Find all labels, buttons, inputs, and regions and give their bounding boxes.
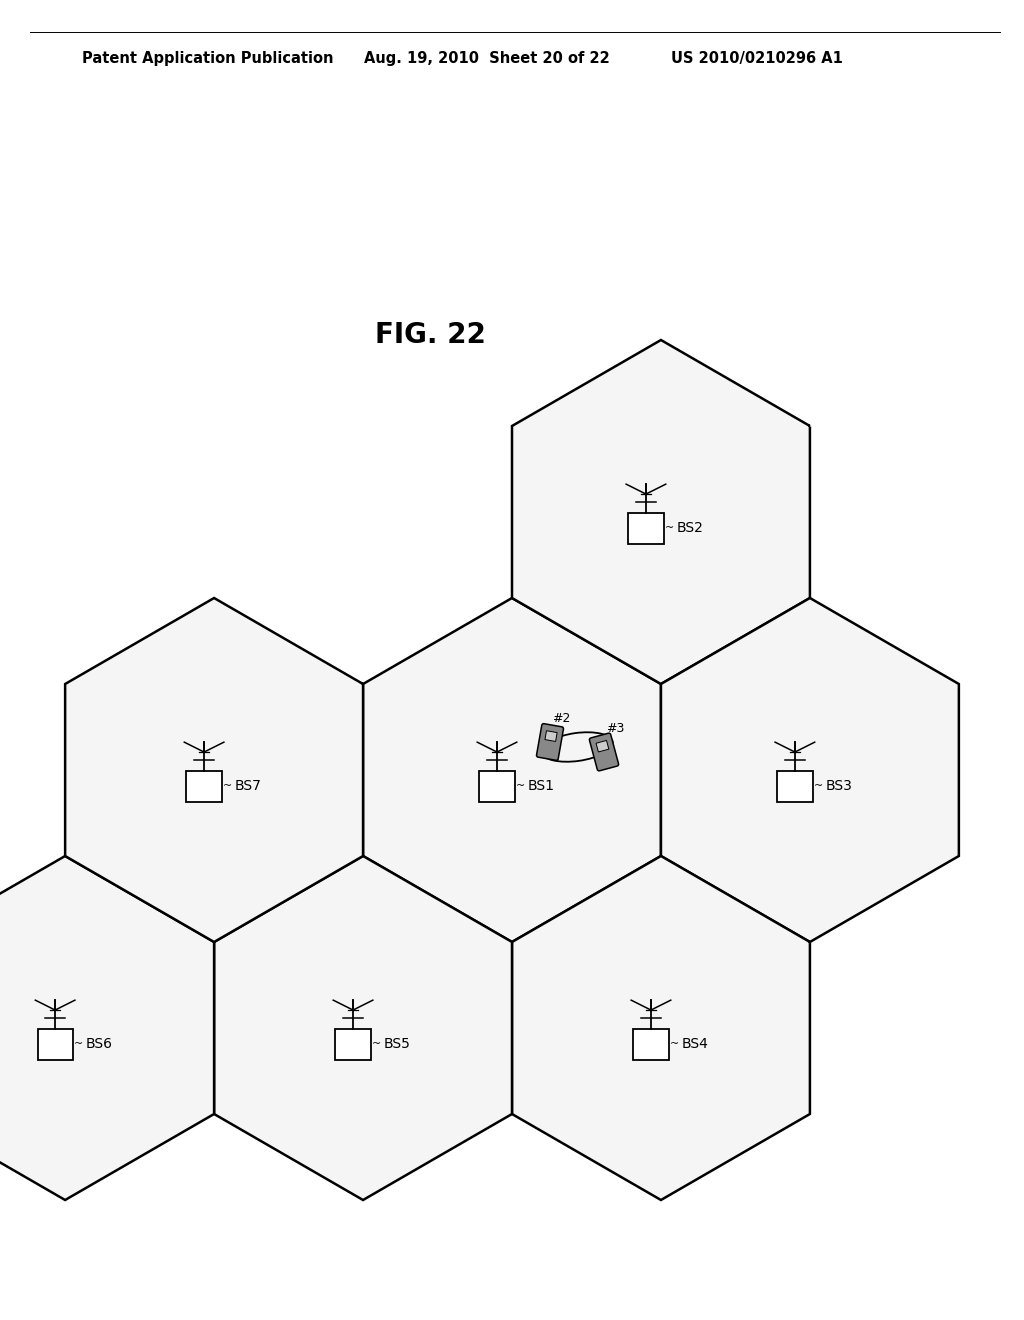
Text: FIG. 22: FIG. 22 bbox=[375, 321, 485, 348]
Bar bbox=[479, 771, 515, 801]
Bar bbox=[629, 512, 664, 544]
Text: BS3: BS3 bbox=[825, 779, 853, 793]
Polygon shape bbox=[214, 855, 512, 1200]
Text: #2: #2 bbox=[552, 711, 570, 725]
Polygon shape bbox=[512, 341, 810, 684]
FancyBboxPatch shape bbox=[590, 733, 618, 771]
Bar bbox=[545, 731, 557, 742]
Bar bbox=[336, 1028, 371, 1060]
Polygon shape bbox=[512, 855, 810, 1200]
Polygon shape bbox=[364, 598, 660, 942]
Text: ~: ~ bbox=[372, 1039, 381, 1049]
Bar bbox=[596, 741, 609, 752]
Text: BS6: BS6 bbox=[86, 1038, 113, 1051]
Text: BS7: BS7 bbox=[234, 779, 262, 793]
Bar bbox=[634, 1028, 669, 1060]
Bar bbox=[186, 771, 221, 801]
Text: #3: #3 bbox=[606, 722, 625, 735]
Text: ~: ~ bbox=[74, 1039, 83, 1049]
Text: ~: ~ bbox=[223, 781, 232, 791]
Bar bbox=[38, 1028, 73, 1060]
Text: BS1: BS1 bbox=[527, 779, 555, 793]
Text: Patent Application Publication: Patent Application Publication bbox=[82, 51, 334, 66]
Polygon shape bbox=[0, 855, 214, 1200]
Text: Aug. 19, 2010  Sheet 20 of 22: Aug. 19, 2010 Sheet 20 of 22 bbox=[364, 51, 609, 66]
Text: ~: ~ bbox=[814, 781, 823, 791]
Polygon shape bbox=[66, 598, 364, 942]
Text: ~: ~ bbox=[516, 781, 525, 791]
Polygon shape bbox=[660, 598, 958, 942]
Text: ~: ~ bbox=[670, 1039, 679, 1049]
Text: BS4: BS4 bbox=[682, 1038, 709, 1051]
Text: US 2010/0210296 A1: US 2010/0210296 A1 bbox=[671, 51, 843, 66]
FancyBboxPatch shape bbox=[537, 723, 563, 760]
Text: ~: ~ bbox=[665, 523, 674, 533]
Text: BS5: BS5 bbox=[384, 1038, 411, 1051]
Bar bbox=[777, 771, 812, 801]
Text: BS2: BS2 bbox=[677, 521, 703, 535]
